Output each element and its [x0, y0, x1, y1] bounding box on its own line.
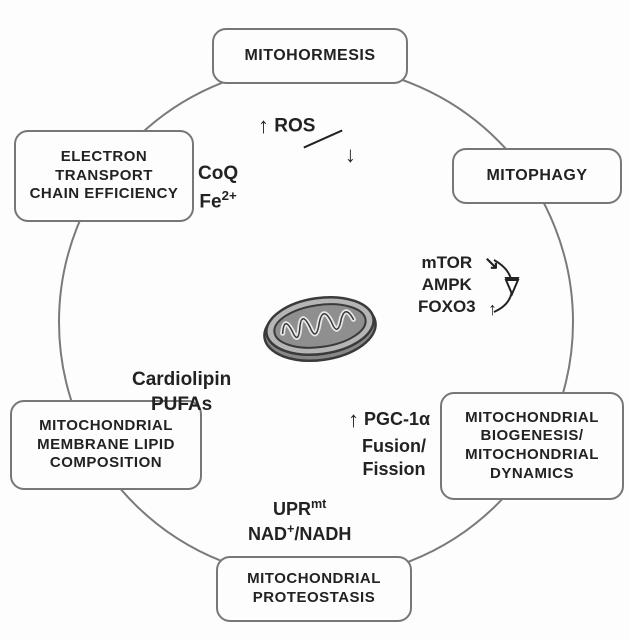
- annot-cardiolipin: CardiolipinPUFAs: [132, 368, 231, 417]
- node-biogenesis: MITOCHONDRIALBIOGENESIS/MITOCHONDRIALDYN…: [440, 392, 624, 500]
- node-proteostasis: MITOCHONDRIALPROTEOSTASIS: [216, 556, 412, 622]
- annot-pgc: ↑ PGC-1α Fusion/ Fission: [348, 406, 430, 481]
- node-etc: ELECTRONTRANSPORTCHAIN EFFICIENCY: [14, 130, 194, 222]
- mitochondrion-icon: [260, 288, 380, 366]
- node-mitophagy: MITOPHAGY: [452, 148, 622, 204]
- foxo3-up-arrow: ↑: [488, 298, 497, 321]
- annot-coq: CoQFe2+: [198, 162, 238, 215]
- annot-upr: UPRmtNAD+/NADH: [248, 496, 351, 547]
- annot-mtor: mTORAMPKFOXO3: [418, 252, 476, 318]
- mtor-down-arrow: ↘: [484, 252, 499, 275]
- node-mitohormesis: MITOHORMESIS: [212, 28, 408, 84]
- annot-ros: ↑ ROS ↓: [258, 112, 361, 169]
